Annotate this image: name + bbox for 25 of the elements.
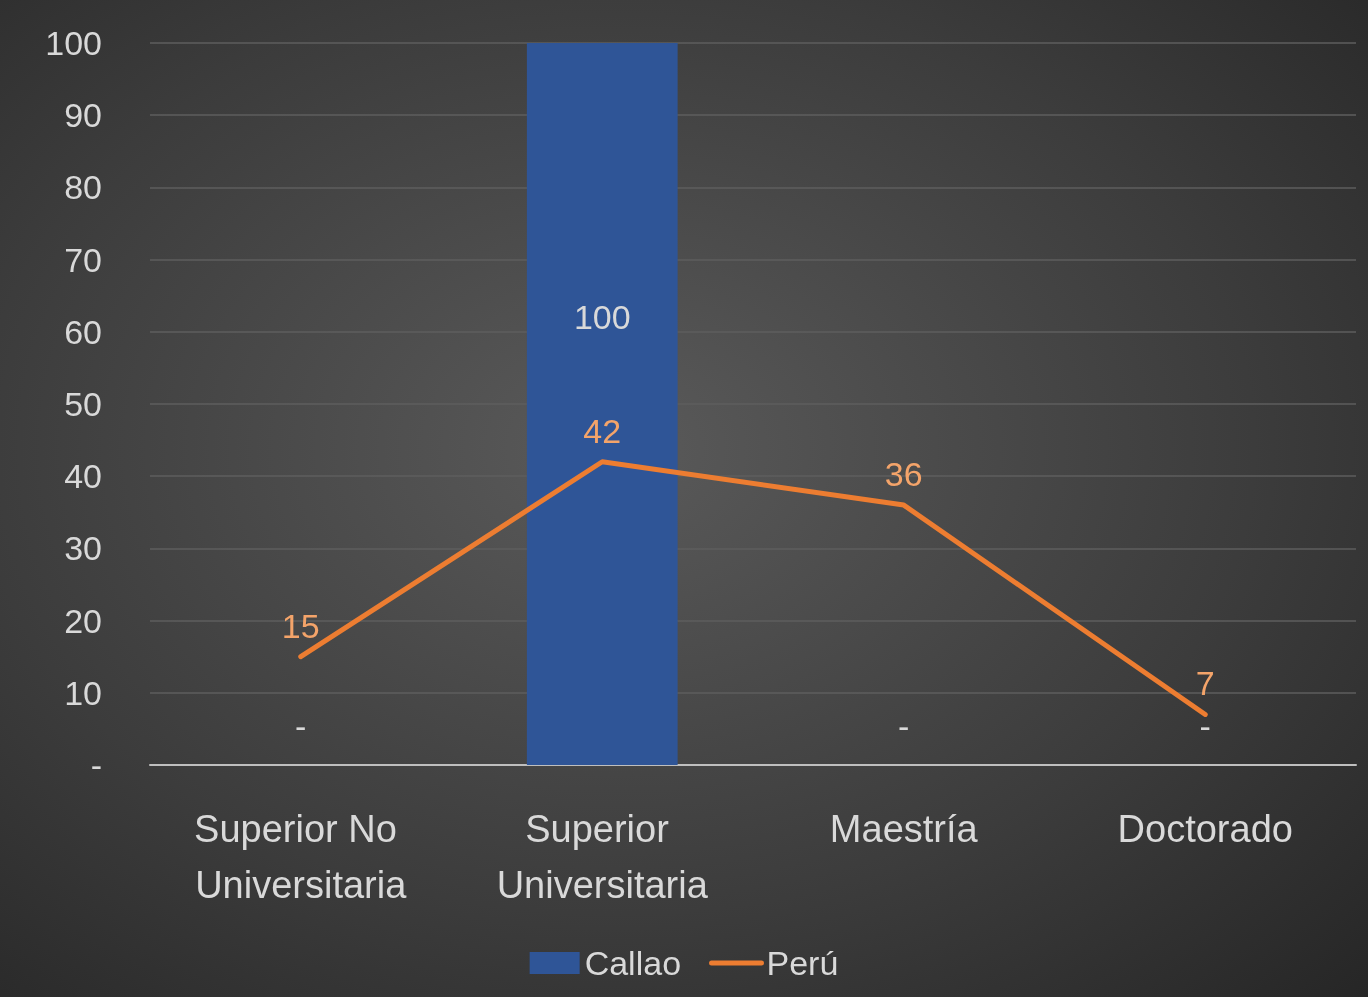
legend-label: Callao [584, 944, 682, 982]
data-label: 7 [1195, 664, 1215, 703]
y-tick-label: 60 [64, 312, 102, 351]
y-tick-label: 20 [64, 601, 102, 640]
legend-label: Perú [766, 944, 839, 982]
y-tick-label: 40 [64, 457, 102, 496]
y-tick-label: 30 [64, 529, 102, 568]
data-label: 42 [583, 411, 622, 450]
x-tick-label: Maestría [829, 808, 979, 850]
y-tick-label: 70 [64, 240, 102, 279]
y-tick-label: 100 [45, 24, 102, 62]
data-label: 100 [573, 298, 631, 337]
data-label: - [295, 707, 307, 745]
y-tick-label: - [90, 746, 102, 784]
data-label: - [1199, 707, 1211, 745]
y-tick-label: 50 [64, 385, 102, 423]
data-label: 15 [281, 606, 320, 645]
data-label: 36 [884, 455, 923, 494]
y-tick-label: 10 [64, 673, 102, 712]
x-tick-label: Doctorado [1117, 808, 1293, 850]
data-label: - [898, 707, 910, 745]
x-tick-label: Superior Universitaria [496, 808, 709, 906]
x-tick-label: Superior No Universitaria [194, 808, 408, 906]
y-tick-label: 90 [64, 96, 102, 135]
y-tick-label: 80 [64, 168, 102, 207]
